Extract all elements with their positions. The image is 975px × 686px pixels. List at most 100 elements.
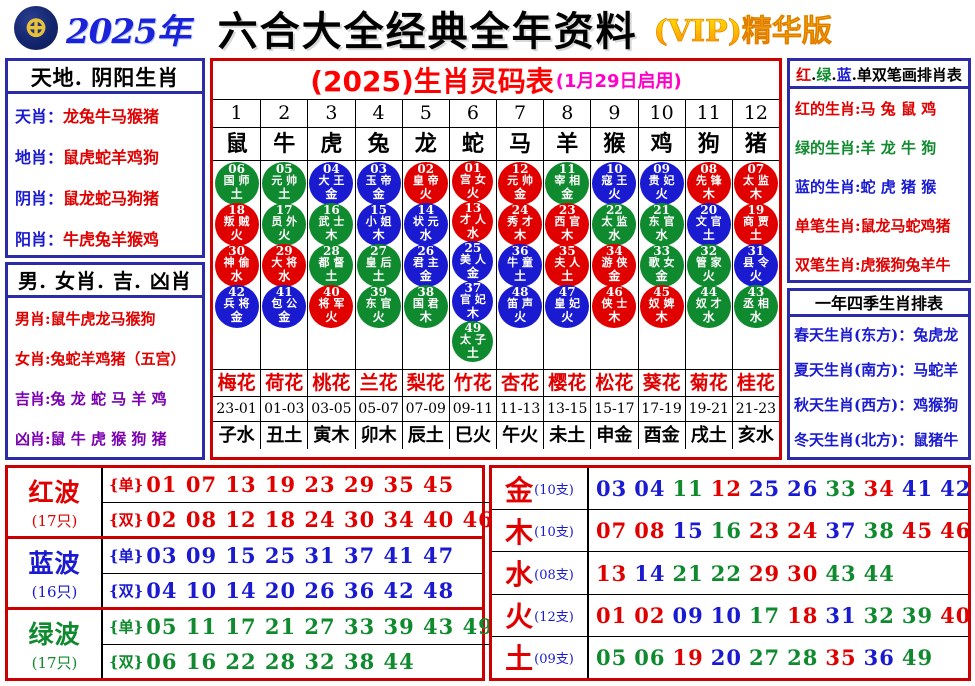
zodiac-ball[interactable]: 38 国 君木 bbox=[403, 285, 448, 328]
zodiac-number-cell: 12 bbox=[731, 100, 779, 127]
zodiac-ball[interactable]: 47 皇 妃火 bbox=[545, 285, 590, 328]
ball-number: 42 bbox=[228, 285, 245, 299]
zodiac-ball[interactable]: 44 奴 才水 bbox=[686, 285, 731, 328]
ball-element: 水 bbox=[278, 269, 291, 283]
element-numbers: 05 06 19 20 27 28 35 36 49 bbox=[589, 637, 968, 678]
ball-role: 秀 才 bbox=[507, 215, 533, 228]
zodiac-ball[interactable]: 46 侠 士木 bbox=[592, 285, 637, 328]
zodiac-ball[interactable]: 19 商 贾土 bbox=[733, 203, 778, 246]
zodiac-ball[interactable]: 06 国 师土 bbox=[214, 162, 259, 205]
zodiac-ball[interactable]: 24 秀 才木 bbox=[498, 203, 543, 246]
zodiac-hour-row: 23-01 01-03 03-05 05-07 07-09 09-11 11-13 13-15… bbox=[213, 396, 779, 421]
zodiac-hour-cell: 09-11 bbox=[448, 397, 496, 421]
zodiac-ball[interactable]: 12 元 帅金 bbox=[498, 162, 543, 205]
zodiac-hour-cell: 07-09 bbox=[401, 397, 449, 421]
ball-element: 金 bbox=[372, 187, 385, 201]
zodiac-ball[interactable]: 15 小 姐木 bbox=[356, 203, 401, 246]
zodiac-ball[interactable]: 34 游 侠金 bbox=[592, 244, 637, 287]
zodiac-hour-cell: 19-21 bbox=[684, 397, 732, 421]
element-number: 31 bbox=[825, 602, 857, 628]
ball-role: 县 令 bbox=[742, 256, 769, 269]
zodiac-ball[interactable]: 49 太 子土 bbox=[452, 321, 494, 362]
zodiac-ball[interactable]: 10 寇 王火 bbox=[592, 162, 637, 205]
zodiac-ball[interactable]: 31 县 令火 bbox=[733, 244, 778, 287]
zodiac-ball-column: 03 玉 帝金 15 小 姐木 27 皇 后土 39 东 官火 bbox=[354, 161, 402, 369]
kv-row: 男肖: 鼠牛虎龙马猴狗 bbox=[8, 298, 202, 338]
zodiac-ball[interactable]: 28 都 督土 bbox=[309, 244, 354, 287]
ball-element: 火 bbox=[230, 228, 243, 242]
ball-number: 02 bbox=[417, 162, 435, 176]
zodiac-ball[interactable]: 43 丞 相水 bbox=[733, 285, 778, 328]
zodiac-ball[interactable]: 13 才 人水 bbox=[452, 201, 494, 242]
zodiac-ball[interactable]: 02 皇 帝火 bbox=[403, 162, 448, 205]
wave-count: (17只) bbox=[31, 654, 78, 672]
zodiac-ball[interactable]: 29 大 将水 bbox=[262, 244, 307, 287]
zodiac-flower-cell: 松花 bbox=[590, 370, 637, 396]
ball-element: 木 bbox=[608, 310, 621, 324]
wave-row: {双} 02 08 12 18 24 30 34 40 46 bbox=[103, 503, 494, 537]
element-number: 06 bbox=[634, 644, 666, 670]
zodiac-ball[interactable]: 26 君 主金 bbox=[403, 244, 448, 287]
zodiac-ball[interactable]: 32 管 家火 bbox=[686, 244, 731, 287]
ball-role: 牛 童 bbox=[507, 256, 533, 269]
zodiac-ball[interactable]: 21 东 官水 bbox=[639, 203, 684, 246]
zodiac-ball[interactable]: 45 奴 婢木 bbox=[639, 285, 684, 328]
element-number: 36 bbox=[863, 644, 895, 670]
zodiac-flower-cell: 菊花 bbox=[684, 370, 732, 396]
zodiac-ball[interactable]: 18 叛 贼火 bbox=[214, 203, 259, 246]
element-number: 01 bbox=[596, 602, 628, 628]
zodiac-ball[interactable]: 41 包 公金 bbox=[262, 285, 307, 328]
ball-element: 金 bbox=[325, 187, 338, 201]
element-number: 34 bbox=[863, 476, 895, 502]
zodiac-stem-cell: 午火 bbox=[496, 422, 543, 449]
wave-label: 绿波 (17只) bbox=[8, 610, 103, 678]
ball-number: 28 bbox=[323, 244, 340, 258]
element-row: 木 (10支) 07 08 15 16 23 24 37 38 45 46 bbox=[492, 510, 970, 553]
kv-key: 凶肖: bbox=[15, 429, 51, 448]
zodiac-ball[interactable]: 09 贵 妃火 bbox=[639, 162, 684, 205]
zodiac-ball[interactable]: 03 玉 帝金 bbox=[356, 162, 401, 205]
zodiac-ball[interactable]: 08 先 锋木 bbox=[686, 162, 731, 205]
zodiac-ball[interactable]: 22 太 监水 bbox=[592, 203, 637, 246]
ball-role: 贵 妃 bbox=[648, 174, 675, 187]
ball-element: 金 bbox=[278, 310, 291, 324]
zodiac-ball[interactable]: 23 西 官木 bbox=[545, 203, 590, 246]
zodiac-ball[interactable]: 30 神 偷水 bbox=[214, 244, 259, 287]
zodiac-ball[interactable]: 16 武 士木 bbox=[309, 203, 354, 246]
zodiac-ball[interactable]: 07 太 监木 bbox=[733, 162, 778, 205]
kv-row: 凶肖: 鼠 牛 虎 猴 狗 猪 bbox=[8, 418, 202, 458]
zodiac-ball[interactable]: 48 笛 声火 bbox=[498, 285, 543, 328]
zodiac-ball[interactable]: 40 将 军火 bbox=[309, 285, 354, 328]
zodiac-ball[interactable]: 36 牛 童土 bbox=[498, 244, 543, 287]
zodiac-ball[interactable]: 39 东 官火 bbox=[356, 285, 401, 328]
zodiac-ball[interactable]: 27 皇 后土 bbox=[356, 244, 401, 287]
zodiac-hour-cell: 05-07 bbox=[354, 397, 402, 421]
ball-number: 34 bbox=[606, 244, 623, 258]
zodiac-ball-column: 01 宫 女火 13 才 人水 25 美 人金 37 官 妃木 49 太 子土 bbox=[448, 161, 496, 369]
ball-number: 14 bbox=[417, 203, 435, 217]
row-key: 绿的生肖: bbox=[795, 139, 861, 157]
zodiac-ball[interactable]: 20 文 官土 bbox=[686, 203, 731, 246]
zodiac-ball[interactable]: 35 夫 人土 bbox=[545, 244, 590, 287]
element-label: 水 (08支) bbox=[492, 552, 589, 594]
zodiac-ball[interactable]: 17 员 外火 bbox=[262, 203, 307, 246]
ball-element: 水 bbox=[655, 228, 668, 242]
ball-number: 32 bbox=[700, 244, 718, 258]
zodiac-ball[interactable]: 42 兵 将金 bbox=[214, 285, 259, 328]
zodiac-ball[interactable]: 37 官 妃木 bbox=[452, 281, 494, 322]
zodiac-ball[interactable]: 01 宫 女火 bbox=[452, 161, 494, 202]
zodiac-ball[interactable]: 25 美 人金 bbox=[452, 241, 494, 282]
ball-number: 26 bbox=[417, 244, 435, 258]
ball-number: 27 bbox=[370, 244, 387, 258]
ball-element: 水 bbox=[702, 310, 715, 324]
zodiac-ball[interactable]: 04 大 王金 bbox=[309, 162, 354, 205]
ball-element: 土 bbox=[561, 269, 574, 283]
zodiac-ball[interactable]: 05 元 帅土 bbox=[262, 162, 307, 205]
zodiac-ball[interactable]: 11 宰 相金 bbox=[545, 162, 590, 205]
ball-number: 44 bbox=[700, 285, 718, 299]
ball-number: 31 bbox=[747, 244, 765, 258]
ball-element: 火 bbox=[514, 310, 527, 324]
zodiac-ball[interactable]: 14 状 元水 bbox=[403, 203, 448, 246]
zodiac-ball[interactable]: 33 歌 女金 bbox=[639, 244, 684, 287]
element-number: 25 bbox=[748, 476, 781, 502]
